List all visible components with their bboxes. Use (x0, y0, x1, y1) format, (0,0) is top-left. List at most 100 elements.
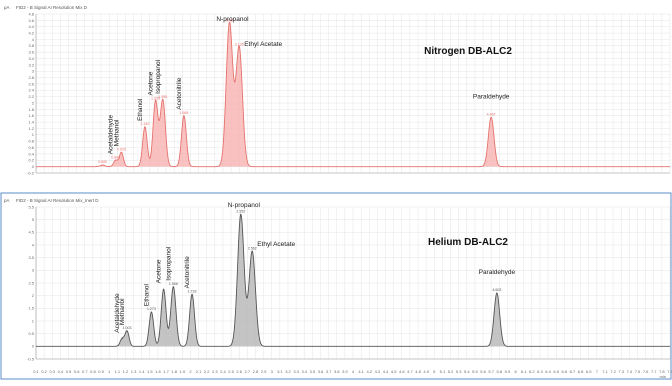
peak-rt-label-acetonitrile: 1.733 (188, 289, 197, 293)
panel-header: FID2 - B Signal AI Resolution Mix D (16, 5, 88, 10)
y-tick-label: 1.5 (28, 306, 34, 311)
peak-rt-label-acetonitrile: 1.565 (179, 111, 188, 115)
peak-name-acetonitrile: Acetonitrile (176, 77, 183, 110)
y-tick-label: 2.4 (28, 88, 34, 93)
peak-apex-acetone (154, 100, 157, 103)
panel-title: Nitrogen DB-ALC2 (424, 46, 512, 57)
y-tick-label: 0.4 (28, 151, 34, 156)
y-tick-label: 0 (32, 164, 35, 169)
peak-name-acetaldehyde: Acetaldehyde (108, 115, 115, 155)
peak-rt-label-ethyl-acetate: 2.562 (248, 246, 257, 250)
peak-apex-n-propanol (240, 214, 242, 216)
x-tick-label: 7.8 (659, 369, 665, 374)
y-tick-label: 3.5 (28, 255, 34, 260)
x-tick-label: 2 (189, 369, 192, 374)
peak-name-paraldehyde: Paraldehyde (473, 93, 510, 100)
peak-apex-isopropanol (172, 286, 174, 288)
y-tick-label: -0.2 (27, 170, 35, 175)
x-tick-label: 5.5 (472, 369, 478, 374)
y-tick-label: 2.2 (28, 94, 34, 99)
panel-header: FID2 - B Signal AI Resolution Mix_Inert … (16, 198, 99, 203)
peak-rt-label-isopropanol: 1.355 (158, 95, 167, 99)
y-tick-label: 0.8 (28, 139, 34, 144)
x-tick-label: 3.7 (326, 369, 332, 374)
y-tick-label: 1.8 (28, 107, 34, 112)
x-tick-label: 3.5 (310, 369, 316, 374)
x-tick-label: 7.4 (627, 369, 633, 374)
peak-apex-methanol (126, 330, 128, 332)
nitrogen-panel: -0.200.2 0.40.60.8 11.21.4 1.61.8 22.22.4 2.6… (4, 5, 671, 175)
x-tick-label: 6.9 (586, 369, 592, 374)
x-tick-label: 1.7 (163, 369, 169, 374)
peak-apex-acetaldehyde (115, 159, 117, 161)
peak-name-acetone: Acetone (156, 259, 163, 283)
y-tick-label: 2.8 (28, 75, 34, 80)
peak-apex-paraldehyde (496, 292, 498, 294)
peak-rt-label-methanol: 0.929 (117, 147, 126, 151)
peak-rt-label-ethanol: 1.142 (140, 122, 149, 126)
x-tick-label: 2.7 (245, 369, 251, 374)
x-tick-label: 5.9 (505, 369, 511, 374)
x-tick-label: 7.9 (667, 369, 672, 374)
x-tick-label: 6 (514, 369, 517, 374)
peak-rt-label-n-propanol: 2.036 (225, 19, 234, 23)
y-tick-label: 0 (32, 344, 35, 349)
y-tick-label: -0.5 (27, 356, 35, 361)
peak-rt-label-methanol: 1.003 (123, 326, 132, 330)
peak-name-isopropanol: Isopropanol (165, 246, 172, 281)
peak-name-n-propanol: N-propanol (216, 16, 249, 23)
x-tick-label: 0.8 (90, 369, 96, 374)
x-tick-label: 0.7 (82, 369, 88, 374)
x-tick-label: 1.6 (155, 369, 161, 374)
x-tick-label: 3 (271, 369, 274, 374)
y-tick-label: 1.6 (28, 113, 34, 118)
x-tick-label: 4 (352, 369, 355, 374)
peak-rt-label-acetone: 1.295 (151, 96, 160, 100)
peak-name-acetone: Acetone (147, 71, 154, 95)
y-tick-label: 4.5 (28, 230, 34, 235)
x-tick-label: 5.3 (456, 369, 462, 374)
peak-rt-label-acetaldehyde: 0.849 (111, 155, 120, 159)
x-tick-label: 1.4 (139, 369, 145, 374)
y-tick-label: 2.6 (28, 81, 34, 86)
x-tick-label: 6.6 (562, 369, 568, 374)
x-tick-label: 6.4 (545, 369, 551, 374)
x-tick-label: 5.4 (464, 369, 470, 374)
x-tick-label: 4.5 (391, 369, 397, 374)
x-tick-label: 0.4 (58, 369, 64, 374)
x-tick-label: 0.9 (98, 369, 104, 374)
peak-apex-isopropanol (162, 99, 164, 101)
peak-name-paraldehyde: Paraldehyde (479, 269, 516, 276)
y-tick-label: 1 (32, 132, 35, 137)
x-tick-label: 1.9 (180, 369, 186, 374)
y-tick-label: 0.6 (28, 145, 34, 150)
peak-apex-unnamed (102, 164, 104, 166)
x-tick-label: 6.8 (578, 369, 584, 374)
peak-rt-label-isopropanol: 1.506 (169, 282, 178, 286)
x-tick-label: 5.1 (440, 369, 446, 374)
x-tick-label: 2.3 (212, 369, 218, 374)
peak-apex-ethyl-acetate (238, 46, 240, 48)
peak-rt-label-n-propanol: 2.352 (236, 210, 245, 214)
panel-frame (0, 192, 672, 380)
peak-apex-methanol (120, 151, 122, 153)
x-tick-label: 2.4 (220, 369, 226, 374)
y-tick-label: 2.5 (28, 280, 34, 285)
x-tick-label: 4.3 (375, 369, 381, 374)
y-tick-label: 4.4 (28, 24, 34, 29)
peak-name-ethyl-acetate: Ethyl Acetate (257, 241, 295, 248)
x-tick-label: 3.8 (334, 369, 340, 374)
peak-rt-label-paraldehyde: 4.467 (487, 112, 496, 116)
peak-apex-ethyl-acetate (251, 250, 253, 252)
peak-apex-ethanol (150, 311, 153, 313)
x-unit-label: min (660, 374, 666, 379)
peak-name-ethanol: Ethanol (137, 98, 144, 121)
x-tick-label: 0.3 (49, 369, 55, 374)
peak-apex-acetone (163, 288, 165, 290)
y-tick-label: 3.4 (28, 56, 34, 61)
y-tick-label: 3 (32, 69, 35, 74)
peak-apex-paraldehyde (490, 116, 492, 118)
x-tick-label: 5.7 (488, 369, 494, 374)
peak-rt-label-ethanol: 1.273 (147, 307, 156, 311)
